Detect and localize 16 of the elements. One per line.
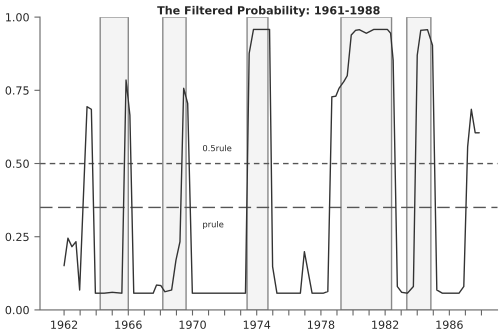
ref-line-label: prule — [203, 220, 224, 230]
x-tick-label: 1986 — [436, 320, 463, 329]
x-tick-label: 1962 — [51, 320, 78, 329]
x-tick-label: 1966 — [115, 320, 142, 329]
x-tick-label: 1974 — [244, 320, 270, 329]
y-tick-label: 0.00 — [6, 306, 29, 314]
x-tick-label: 1970 — [180, 320, 206, 329]
x-tick-label: 1978 — [308, 320, 334, 329]
line-series — [63, 28, 480, 294]
ref-line-label: 0.5rule — [202, 144, 232, 152]
y-tick-label: 1.00 — [6, 13, 29, 22]
y-tick-label: 0.75 — [6, 86, 29, 95]
y-tick-label: 0.50 — [6, 159, 29, 168]
x-tick-label: 1982 — [372, 320, 398, 329]
chart-title: The Filtered Probability: 1961-1988 — [157, 6, 380, 17]
y-tick-label: 0.25 — [6, 232, 29, 242]
